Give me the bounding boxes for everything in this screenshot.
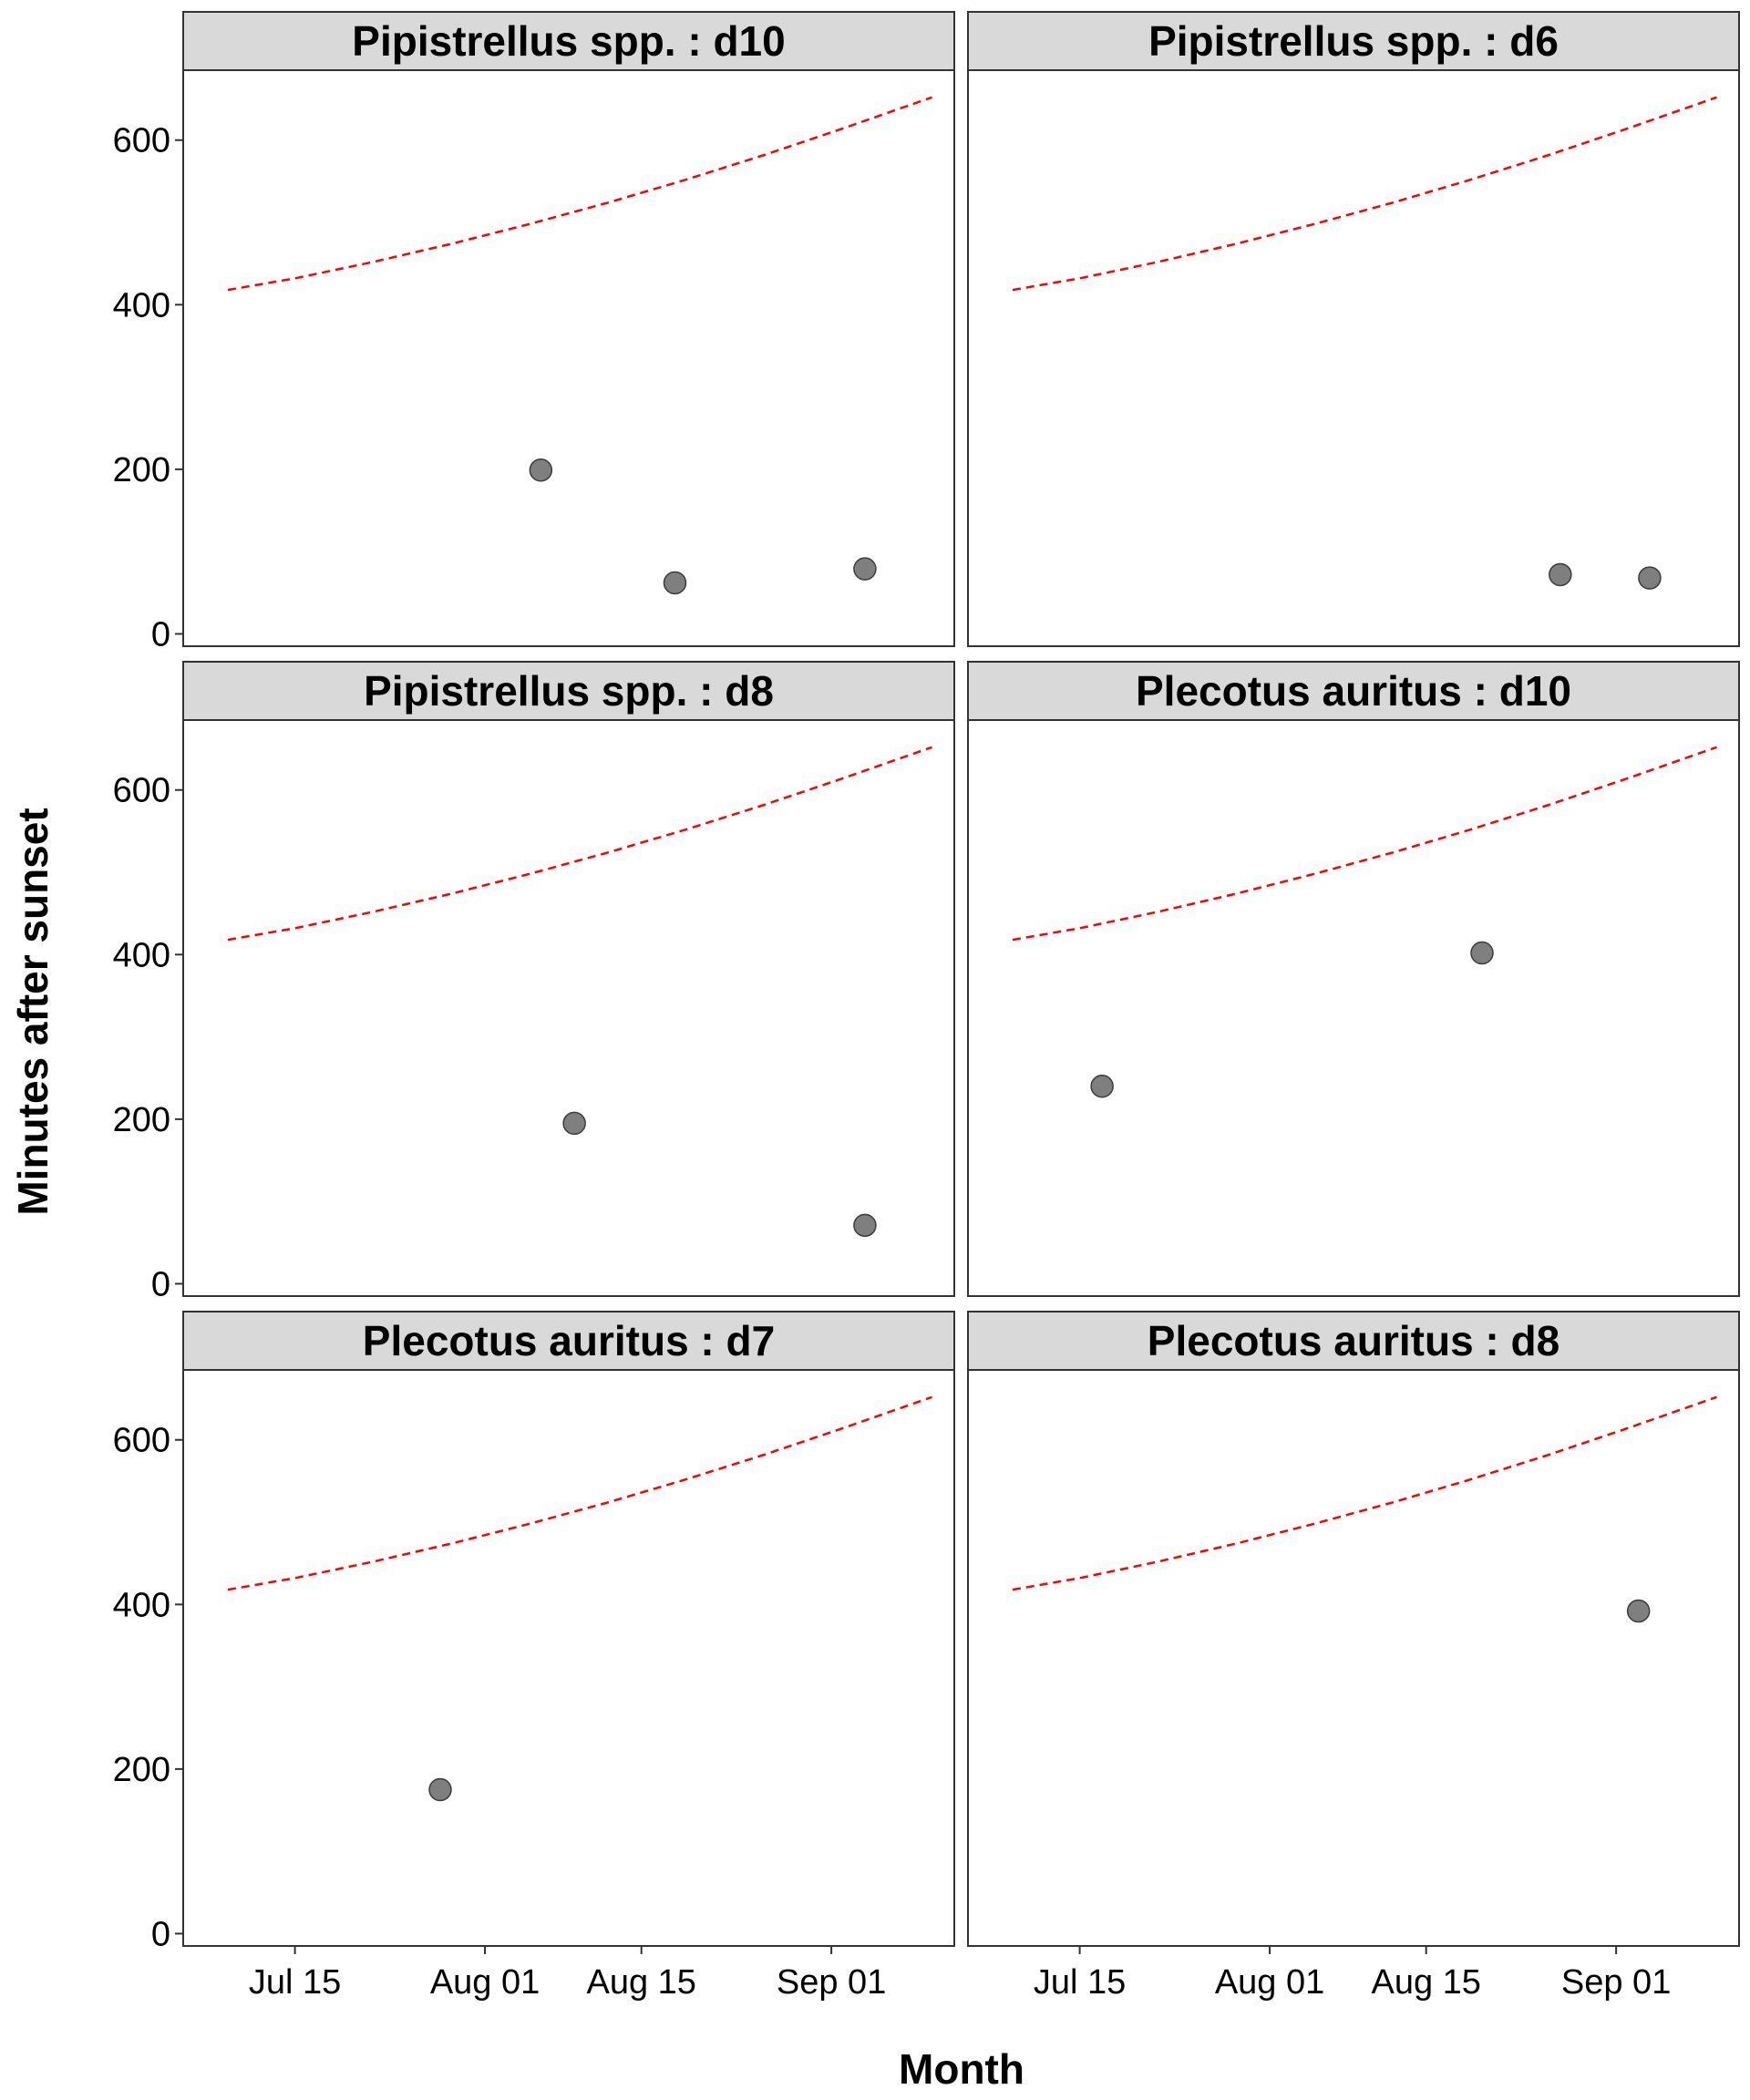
y-tick-label: 0 — [151, 1265, 170, 1303]
y-tick-label: 400 — [113, 936, 170, 974]
panel-plot-area — [182, 719, 955, 1297]
panel: Pipistrellus spp. : d10 0 200 400 600 — [113, 11, 955, 654]
panel-plot-area — [182, 1369, 955, 1947]
data-point — [1638, 566, 1662, 590]
panel-strip — [182, 11, 955, 71]
data-point — [1470, 941, 1494, 965]
y-tick-label: 0 — [151, 615, 170, 654]
data-point — [853, 1213, 877, 1238]
y-axis-title: Minutes after sunset — [9, 808, 57, 1215]
panel-title: Plecotus auritus : d10 — [1136, 667, 1571, 715]
x-tick-label: Sep 01 — [777, 1963, 886, 2002]
y-tick-label: 600 — [113, 1422, 170, 1460]
data-point — [1626, 1599, 1651, 1623]
panel-grid: Pipistrellus spp. : d100200400600Pipistr… — [113, 11, 1740, 2002]
reference-line — [1012, 1395, 1717, 1591]
panel-title: Pipistrellus spp. : d6 — [1148, 17, 1559, 65]
panel-plot-area — [967, 1369, 1740, 1947]
x-axis-title: Month — [899, 2045, 1024, 2093]
panel-title: Plecotus auritus : d8 — [1148, 1317, 1560, 1364]
data-point — [529, 458, 553, 482]
panel-strip — [967, 1311, 1740, 1371]
y-tick-label: 600 — [113, 122, 170, 160]
panel-plot-area — [967, 69, 1740, 647]
panel-strip — [182, 661, 955, 721]
reference-line — [227, 1395, 932, 1591]
panel-strip — [182, 1311, 955, 1371]
reference-line — [227, 96, 932, 292]
panel-strip — [967, 11, 1740, 71]
data-point — [1549, 562, 1572, 587]
panel-plot-area — [967, 719, 1740, 1297]
data-point — [663, 571, 687, 595]
x-tick-label: Jul 15 — [1034, 1963, 1126, 2002]
panel-title: Plecotus auritus : d7 — [363, 1317, 775, 1364]
x-tick-label: Aug 15 — [1371, 1963, 1480, 2002]
panel: Pipistrellus spp. : d6 — [967, 11, 1740, 647]
panel: Plecotus auritus : d7 0 200 400 600 Jul 15 Aug… — [113, 1311, 955, 2002]
y-tick-label: 200 — [113, 1751, 170, 1789]
reference-line — [1012, 746, 1717, 942]
x-tick-label: Sep 01 — [1561, 1963, 1671, 2002]
x-tick-label: Aug 15 — [586, 1963, 695, 2002]
reference-line — [227, 746, 932, 942]
data-point — [562, 1111, 586, 1136]
panel-title: Pipistrellus spp. : d8 — [364, 667, 774, 715]
panel: Pipistrellus spp. : d8 0 200 400 600 — [113, 661, 955, 1303]
panel-plot-area — [182, 69, 955, 647]
y-tick-label: 0 — [151, 1915, 170, 1953]
x-tick-label: Aug 01 — [1215, 1963, 1324, 2002]
y-tick-label: 400 — [113, 286, 170, 324]
reference-line — [1012, 96, 1717, 292]
panel-title: Pipistrellus spp. : d10 — [352, 17, 785, 65]
panel: Plecotus auritus : d10 — [967, 661, 1740, 1297]
data-point — [1090, 1075, 1114, 1098]
y-tick-label: 200 — [113, 451, 170, 489]
y-tick-label: 200 — [113, 1101, 170, 1139]
data-point — [853, 557, 877, 581]
y-tick-label: 400 — [113, 1586, 170, 1624]
panel: Plecotus auritus : d8 Jul 15 Aug 01 Aug 15 S… — [967, 1311, 1740, 2002]
x-tick-label: Aug 01 — [430, 1963, 540, 2002]
data-point — [428, 1777, 452, 1802]
y-tick-label: 600 — [113, 772, 170, 810]
x-tick-label: Jul 15 — [249, 1963, 341, 2002]
